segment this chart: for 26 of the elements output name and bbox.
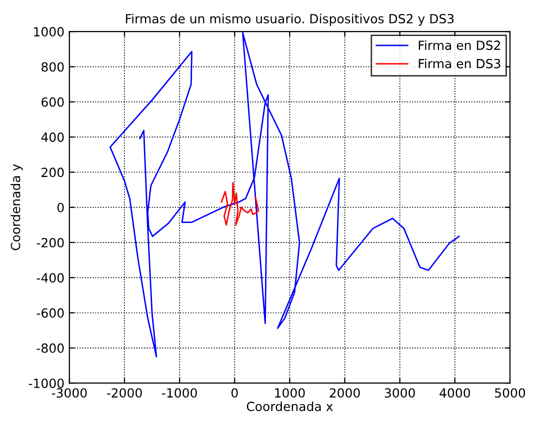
legend-label: Firma en DS2: [418, 40, 500, 50]
x-tick-label: -2000: [106, 388, 142, 398]
y-axis-title: Coordenada y: [10, 164, 23, 250]
x-tick-label: -3000: [52, 388, 87, 398]
y-tick-label: 600: [42, 97, 64, 107]
y-tick-label: -200: [36, 238, 64, 248]
x-axis-title: Coordenada x: [246, 401, 333, 412]
y-tick-label: 1000: [34, 27, 64, 36]
chart-title: Firmas de un mismo usuario. Dispositivos DS2 y DS3: [126, 14, 454, 26]
y-tick-label: 400: [41, 132, 64, 142]
y-tick-label: 200: [42, 168, 64, 178]
x-tick-label: 4000: [440, 388, 470, 398]
legend-label: Firma en DS3: [418, 58, 500, 68]
line-series: [220, 182, 260, 226]
y-tick-label: 800: [42, 62, 64, 72]
y-tick-label: -600: [36, 308, 64, 318]
y-tick-label: -1000: [28, 378, 64, 388]
x-tick-label: 2000: [330, 388, 360, 398]
x-tick-label: 5000: [495, 388, 526, 398]
x-tick-label: -1000: [162, 388, 197, 398]
y-tick-label: -400: [36, 273, 64, 283]
x-tick-label: 3000: [384, 388, 415, 398]
y-tick-label: 0: [57, 202, 64, 212]
x-tick-label: 1000: [275, 388, 305, 398]
x-tick-label: 0: [231, 388, 238, 398]
y-tick-label: -800: [36, 343, 64, 353]
